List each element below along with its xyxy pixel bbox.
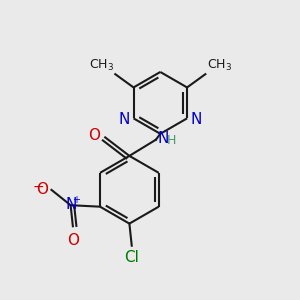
Text: N: N (65, 197, 77, 212)
Text: +: + (72, 195, 80, 205)
Text: O: O (88, 128, 100, 143)
Text: −: − (32, 179, 44, 194)
Text: N: N (158, 131, 169, 146)
Text: O: O (37, 182, 49, 197)
Text: N: N (118, 112, 130, 127)
Text: CH$_3$: CH$_3$ (207, 58, 232, 73)
Text: O: O (67, 233, 79, 248)
Text: CH$_3$: CH$_3$ (89, 58, 114, 73)
Text: N: N (190, 112, 202, 127)
Text: H: H (167, 134, 176, 147)
Text: Cl: Cl (124, 250, 139, 265)
